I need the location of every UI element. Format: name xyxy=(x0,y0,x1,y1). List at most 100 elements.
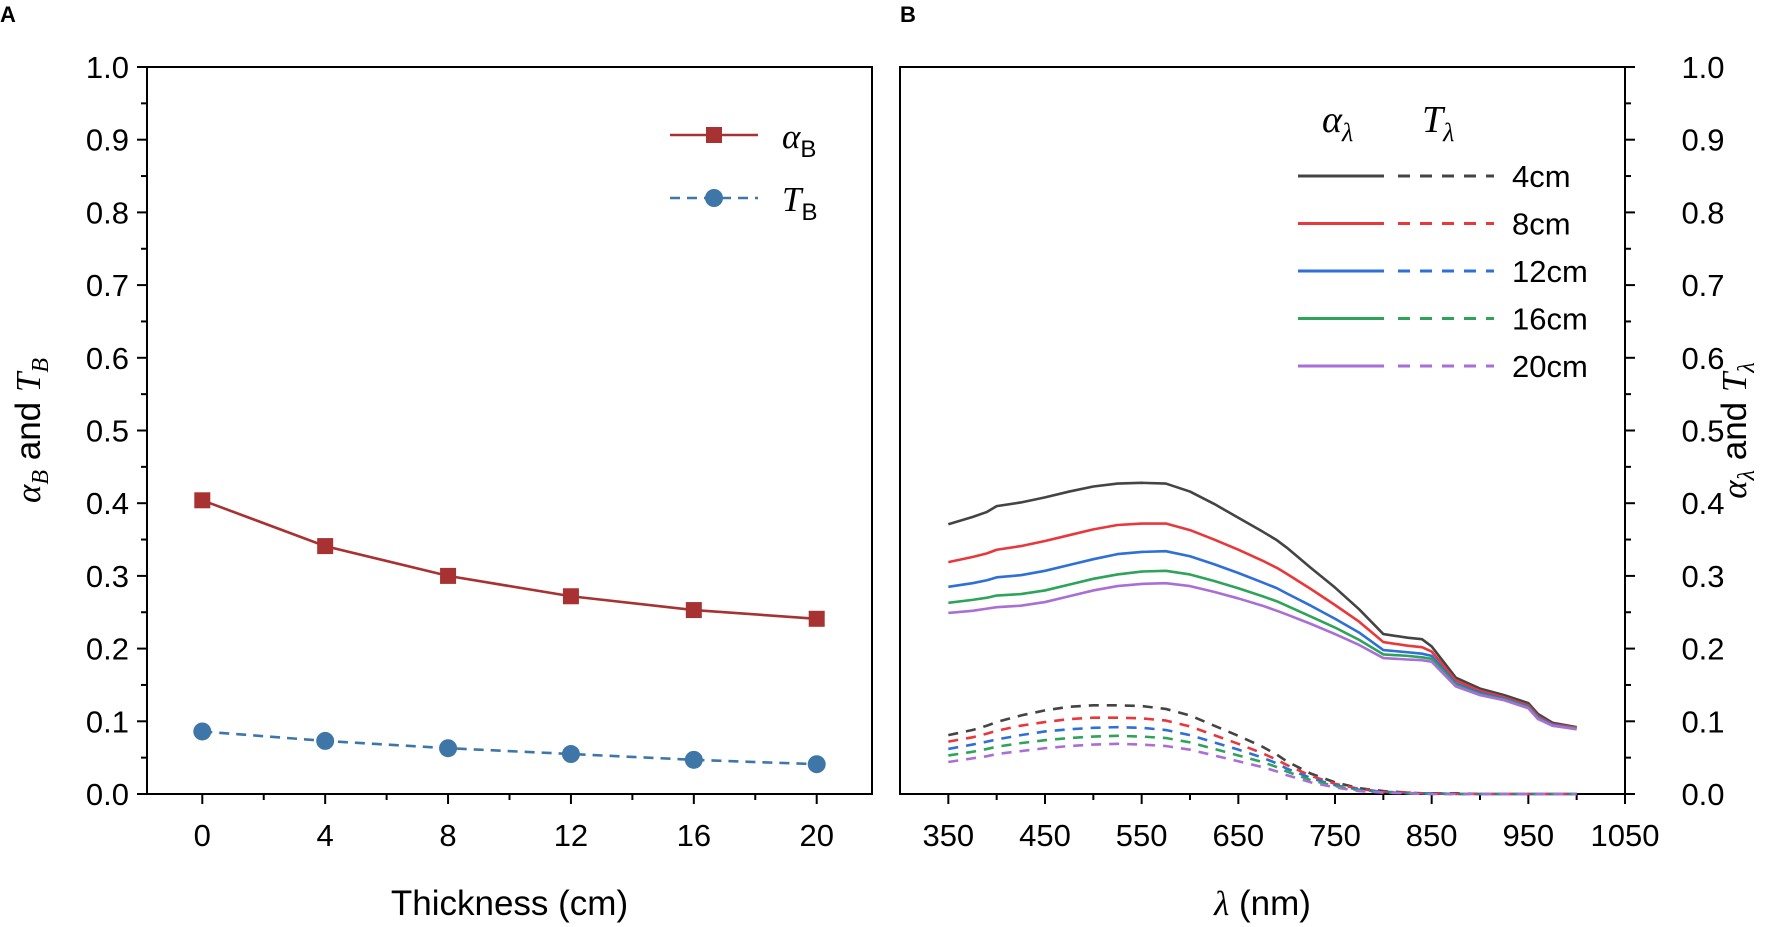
x-title-lambda: λ xyxy=(1213,884,1229,923)
y-tick-label-a: 0.9 xyxy=(86,123,129,158)
y-title-alpha-b: α xyxy=(1715,480,1754,499)
legend-label-12cm: 12cm xyxy=(1512,254,1588,289)
plot-frame-a xyxy=(146,66,873,795)
legend-marker-circle xyxy=(705,189,723,207)
y-tick-label-b: 0.4 xyxy=(1681,486,1724,521)
data-point-square xyxy=(808,610,825,627)
y-tick-label-a: 0.4 xyxy=(86,486,129,521)
legend-marker-square xyxy=(706,127,722,143)
data-point-circle xyxy=(807,755,826,774)
legend-label-8cm: 8cm xyxy=(1512,207,1571,242)
legend-subscript: B xyxy=(800,136,816,163)
y-tick-label-a: 0.1 xyxy=(86,704,129,739)
legend-label-4cm: 4cm xyxy=(1512,159,1571,194)
x-tick-label-b: 750 xyxy=(1309,818,1361,853)
y-tick-label-a: 0.0 xyxy=(86,777,129,812)
x-tick-label-b: 550 xyxy=(1116,818,1168,853)
y-tick-label-b: 0.9 xyxy=(1681,123,1724,158)
T-line-16cm xyxy=(948,734,1577,796)
data-point-square xyxy=(194,492,211,509)
y-tick-label-a: 0.6 xyxy=(86,341,129,376)
y-tick-label-a: 1.0 xyxy=(86,50,129,85)
y-tick-label-a: 0.3 xyxy=(86,559,129,594)
panel-label-b: B xyxy=(900,2,916,27)
legend-header-t: Tλ xyxy=(1422,99,1454,147)
x-tick-label-b: 850 xyxy=(1406,818,1458,853)
data-point-circle xyxy=(193,722,212,741)
legend-header-t-sym: T xyxy=(1422,99,1446,141)
y-tick-label-b: 0.7 xyxy=(1681,268,1724,303)
y-title-t-b: T xyxy=(1715,370,1754,392)
x-tick-label-a: 0 xyxy=(194,818,211,853)
y-title-mid: and xyxy=(9,392,48,470)
y-title-t: T xyxy=(9,370,48,392)
legend-header-alpha-sym: α xyxy=(1322,99,1343,141)
legend-label-16cm: 16cm xyxy=(1512,302,1588,337)
data-point-square xyxy=(440,567,457,584)
y-tick-label-b: 0.0 xyxy=(1681,777,1724,812)
alpha-line-16cm xyxy=(948,569,1577,730)
chart-b: 350 450 550 650 750 850 950 1050 0.0 0.1 0.2 0.3 0.4… xyxy=(899,50,1760,923)
x-axis-title-b: λ (nm) xyxy=(1213,884,1311,923)
chart-a: 0 4 8 12 16 20 0.0 0.1 0.2 0.3 0.4 0.5 0.6 0.7 0.8 0.9 1… xyxy=(9,50,873,923)
x-tick-label-b: 450 xyxy=(1019,818,1071,853)
data-point-square xyxy=(685,602,702,619)
data-point-circle xyxy=(316,731,335,750)
legend-label-a: αB xyxy=(782,117,816,163)
y-title-sub1-b: λ xyxy=(1734,470,1760,481)
alpha-line-8cm xyxy=(948,522,1577,730)
y-tick-label-b: 0.1 xyxy=(1681,704,1724,739)
y-tick-label-b: 1.0 xyxy=(1681,50,1724,85)
panel-label-a: A xyxy=(0,2,16,27)
x-tick-label-b: 950 xyxy=(1502,818,1554,853)
y-title-mid-b: and xyxy=(1715,392,1754,470)
legend-label-a: TB xyxy=(782,180,817,226)
T-line-8cm xyxy=(948,716,1577,796)
x-tick-label-a: 8 xyxy=(439,818,456,853)
data-point-square xyxy=(317,538,334,555)
series-line-a-0 xyxy=(201,499,817,621)
T-line-20cm xyxy=(948,742,1577,796)
y-title-sub2-b: λ xyxy=(1734,362,1760,373)
y-tick-label-b: 0.6 xyxy=(1681,341,1724,376)
x-axis-title-a: Thickness (cm) xyxy=(391,884,628,923)
alpha-line-12cm xyxy=(948,549,1577,730)
T-line-12cm xyxy=(948,725,1577,796)
x-tick-label-a: 16 xyxy=(677,818,711,853)
data-point-circle xyxy=(439,739,458,758)
x-tick-label-b: 1050 xyxy=(1591,818,1660,853)
alpha-line-20cm xyxy=(948,581,1577,731)
series-line-a-1 xyxy=(202,730,817,766)
x-title-unit: (nm) xyxy=(1229,884,1311,923)
T-line-4cm xyxy=(948,704,1577,796)
y-tick-label-b: 0.2 xyxy=(1681,632,1724,667)
x-tick-label-a: 12 xyxy=(554,818,588,853)
legend-label-20cm: 20cm xyxy=(1512,349,1588,384)
y-tick-label-a: 0.2 xyxy=(86,632,129,667)
y-tick-label-b: 0.5 xyxy=(1681,414,1724,449)
y-title-sub1: B xyxy=(28,470,54,485)
legend-symbol: α xyxy=(782,117,801,156)
data-point-circle xyxy=(684,750,703,769)
y-tick-label-a: 0.7 xyxy=(86,268,129,303)
alpha-line-4cm xyxy=(947,481,1577,729)
y-tick-label-a: 0.8 xyxy=(86,195,129,230)
data-point-circle xyxy=(561,745,580,764)
x-tick-label-b: 650 xyxy=(1212,818,1264,853)
y-title-alpha: α xyxy=(9,484,48,503)
legend-header-t-sub: λ xyxy=(1442,118,1454,147)
x-tick-label-a: 4 xyxy=(317,818,334,853)
legend-header-alpha-sub: λ xyxy=(1341,118,1353,147)
y-tick-label-a: 0.5 xyxy=(86,414,129,449)
y-axis-title-b: αλ and Tλ xyxy=(1715,362,1760,499)
y-title-sub2: B xyxy=(28,358,54,373)
y-tick-label-b: 0.3 xyxy=(1681,559,1724,594)
legend-subscript: B xyxy=(801,199,817,226)
y-tick-label-b: 0.8 xyxy=(1681,195,1724,230)
x-tick-label-b: 350 xyxy=(922,818,974,853)
x-tick-label-a: 20 xyxy=(799,818,833,853)
legend-symbol: T xyxy=(782,180,804,219)
